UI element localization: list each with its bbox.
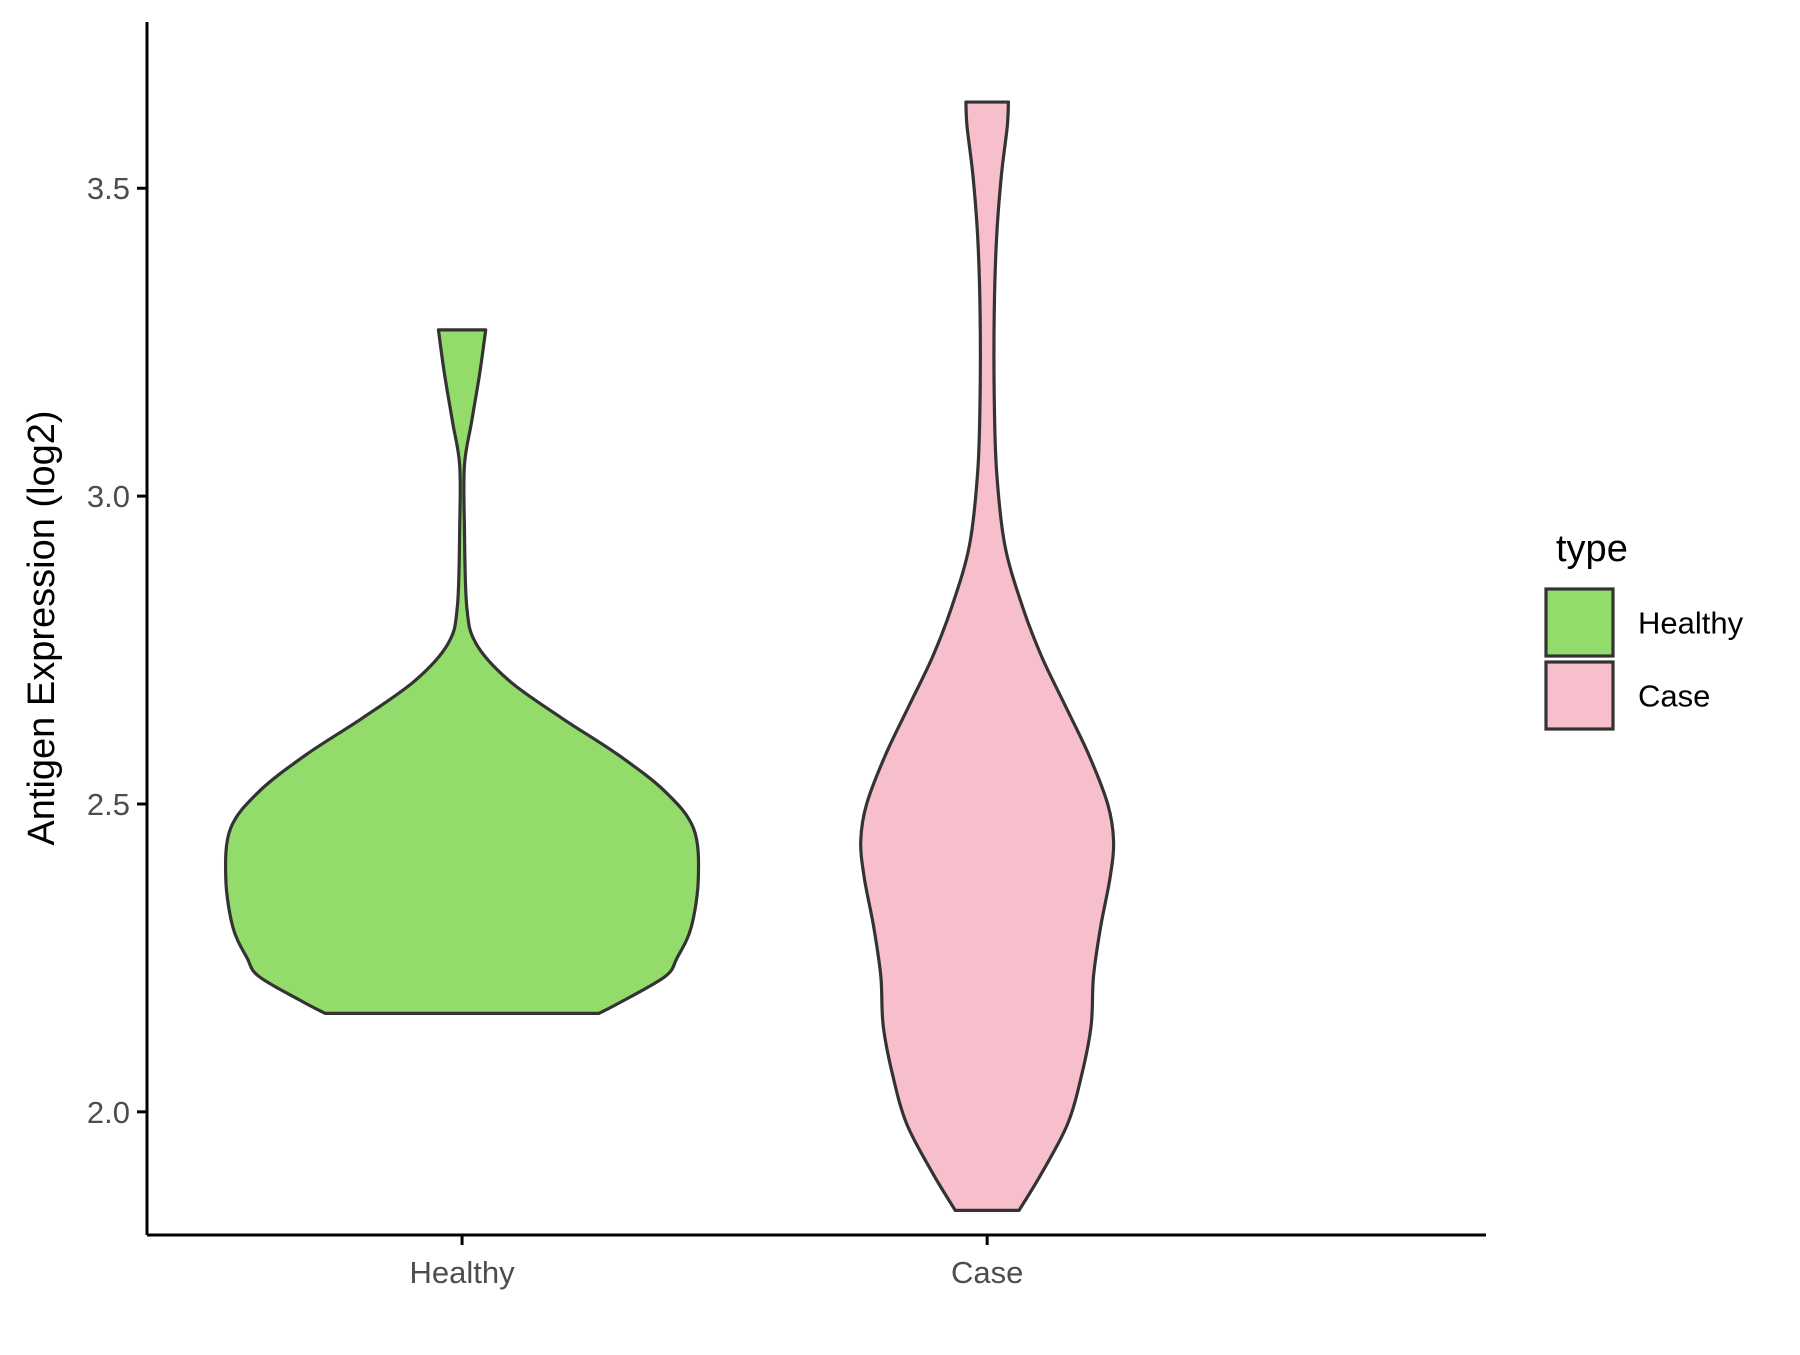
violin-healthy — [223, 328, 701, 1015]
y-tick-label: 3.5 — [87, 171, 130, 206]
legend-entries: Healthy Case — [1544, 587, 1744, 731]
legend-label: Healthy — [1638, 606, 1744, 641]
legend-key-case — [1544, 660, 1615, 731]
y-tick-label: 2.5 — [87, 787, 130, 822]
y-tick-label: 2.0 — [87, 1095, 130, 1130]
legend-label: Case — [1638, 679, 1710, 714]
y-tick-label: 3.0 — [87, 479, 130, 514]
x-tick-label: Healthy — [410, 1255, 516, 1290]
violin-case — [859, 100, 1116, 1212]
x-tick-label: Case — [951, 1255, 1023, 1290]
legend-key-healthy — [1544, 587, 1615, 658]
y-axis-title: Antigen Expression (log2) — [21, 410, 63, 845]
x-axis-ticks: Healthy Case — [410, 1235, 1023, 1290]
y-axis-ticks: 2.0 2.5 3.0 3.5 — [87, 171, 147, 1130]
violin-layer — [223, 100, 1116, 1212]
legend-title: type — [1556, 528, 1628, 570]
legend: type Healthy Case — [1544, 528, 1744, 731]
